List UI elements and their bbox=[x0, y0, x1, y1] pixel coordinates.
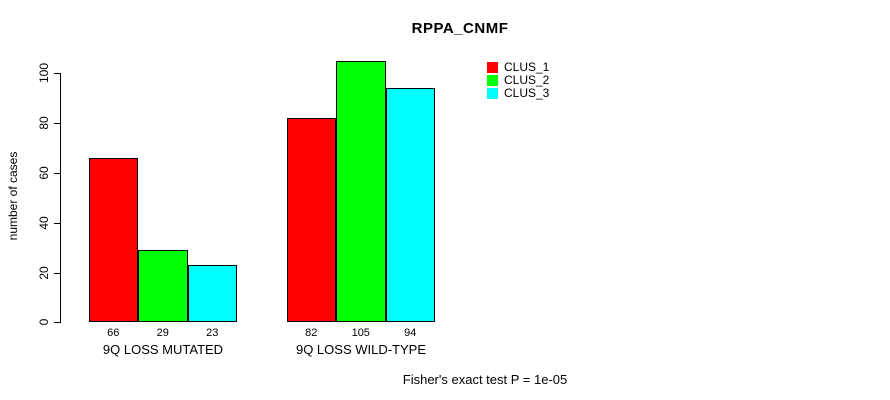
category-label-wildtype: 9Q LOSS WILD-TYPE bbox=[295, 342, 427, 357]
y-tick-label: 100 bbox=[37, 63, 51, 84]
bar-clus_1-group1 bbox=[88, 158, 138, 323]
bar-value-label: 23 bbox=[206, 327, 219, 339]
y-tick-mark bbox=[54, 272, 61, 274]
y-tick-mark bbox=[54, 222, 61, 224]
legend-label-clus1: CLUS_1 bbox=[504, 60, 550, 74]
bar-clus_2-group1 bbox=[138, 250, 188, 323]
y-tick-label: 40 bbox=[37, 216, 51, 230]
y-tick-mark bbox=[54, 173, 61, 174]
bar-value-label: 82 bbox=[305, 327, 318, 339]
legend-item-clus2: CLUS_2 bbox=[487, 73, 550, 87]
legend-swatch-clus3 bbox=[487, 88, 498, 99]
legend-item-clus3: CLUS_3 bbox=[487, 86, 550, 100]
y-tick-label: 20 bbox=[37, 265, 51, 280]
y-axis-line bbox=[60, 73, 61, 323]
y-axis-label: number of cases bbox=[6, 151, 20, 241]
y-tick-label: 0 bbox=[37, 319, 51, 326]
y-tick-mark bbox=[54, 123, 61, 125]
y-tick-mark bbox=[54, 322, 61, 324]
bar-clus_3-group2 bbox=[385, 88, 435, 323]
bar-clus_2-group2 bbox=[336, 60, 386, 323]
legend-item-clus1: CLUS_1 bbox=[487, 60, 550, 74]
legend: CLUS_1 CLUS_2 CLUS_3 bbox=[487, 60, 550, 100]
category-label-mutated: 9Q LOSS MUTATED bbox=[102, 342, 224, 357]
y-tick-label: 60 bbox=[37, 166, 51, 180]
y-tick-mark bbox=[54, 73, 61, 75]
chart-title: RPPA_CNMF bbox=[411, 20, 509, 37]
bar-clus_3-group1 bbox=[187, 265, 237, 323]
y-tick-label: 80 bbox=[37, 116, 51, 130]
legend-label-clus3: CLUS_3 bbox=[504, 86, 550, 100]
legend-swatch-clus2 bbox=[487, 75, 498, 86]
legend-swatch-clus1 bbox=[487, 62, 498, 73]
bar-value-label: 29 bbox=[156, 327, 169, 339]
bar-value-label: 94 bbox=[404, 327, 417, 339]
bar-clus_1-group2 bbox=[286, 118, 336, 323]
bar-value-label: 66 bbox=[107, 327, 120, 339]
legend-label-clus2: CLUS_2 bbox=[504, 73, 550, 87]
annotation-text: Fisher's exact test P = 1e-05 bbox=[402, 372, 568, 387]
bar-value-label: 105 bbox=[351, 327, 370, 339]
